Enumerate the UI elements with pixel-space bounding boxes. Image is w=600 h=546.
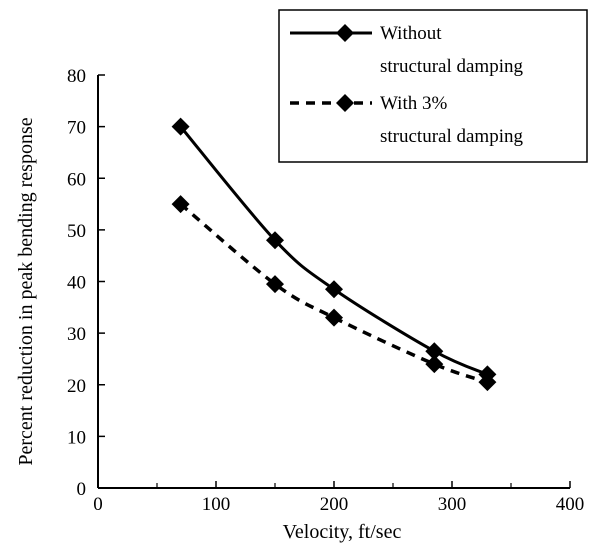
data-point-diamond [171,117,190,136]
legend-label: Without [380,23,442,44]
x-tick-label: 100 [202,494,231,515]
y-tick-label: 0 [77,479,87,500]
y-axis-title: Percent reduction in peak bending respon… [15,117,37,465]
x-tick-label: 200 [320,494,349,515]
series-line [179,125,489,376]
legend-label: structural damping [380,126,523,147]
y-tick-label: 50 [67,221,86,242]
series-2 [171,195,497,392]
data-point-diamond [478,373,497,392]
x-tick-label: 400 [556,494,585,515]
data-point-diamond [171,195,190,214]
legend-label: With 3% [380,93,447,114]
data-point-diamond [325,308,343,327]
data-point-diamond [266,275,284,294]
legend-marker-diamond [336,24,354,42]
legend: Without structural damping With 3% structur… [278,9,588,163]
series-layer [171,117,497,392]
y-tick-label: 20 [67,376,86,397]
legend-label: structural damping [380,56,523,77]
y-tick-label: 60 [67,169,86,190]
data-point-diamond [425,342,444,361]
x-tick-label: 300 [438,494,467,515]
data-point-diamond [325,280,343,299]
data-point-diamond [266,231,284,250]
data-point-diamond [425,355,444,374]
y-tick-label: 80 [67,66,86,87]
ticks: 0 10 20 30 40 50 60 70 80 0 100 200 300 400 [67,66,584,515]
x-tick-label: 0 [93,494,103,515]
y-tick-label: 30 [67,324,86,345]
y-tick-label: 40 [67,273,86,294]
legend-marker-diamond [336,94,354,112]
x-axis-title: Velocity, ft/sec [283,521,402,543]
y-tick-label: 70 [67,118,86,139]
series-line [179,202,488,384]
legend-box [278,9,588,163]
y-tick-label: 10 [67,427,86,448]
